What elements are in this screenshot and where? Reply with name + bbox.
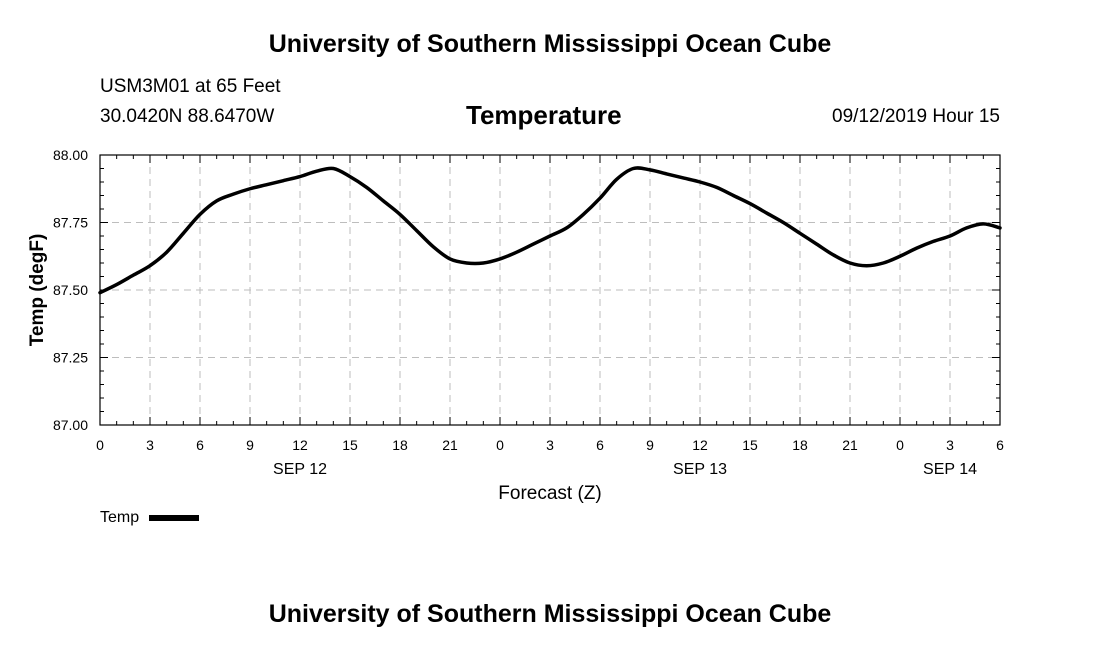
- plot-frame: [99, 154, 1001, 426]
- station-label: USM3M01 at 65 Feet: [100, 76, 281, 97]
- x-tick-label: 3: [546, 437, 554, 453]
- x-tick-label: 3: [146, 437, 154, 453]
- y-tick-label: 87.00: [53, 417, 88, 433]
- x-tick-label: 0: [896, 437, 904, 453]
- temp-series-line: [98, 166, 1002, 295]
- x-tick-label: 18: [392, 437, 408, 453]
- x-date-label: SEP 13: [673, 461, 727, 478]
- coordinates-label: 30.0420N 88.6470W: [100, 106, 275, 127]
- tick-labels: 0 3 6 9 12 15 18 21 0 3 6 9 12 15 18 21 0 3 6 SEP 12 SEP 13 S…: [53, 147, 1004, 478]
- x-tick-label: 9: [246, 437, 254, 453]
- x-tick-label: 15: [742, 437, 758, 453]
- y-tick-label: 87.75: [53, 215, 88, 231]
- x-tick-label: 3: [946, 437, 954, 453]
- x-tick-label: 12: [692, 437, 708, 453]
- legend-label: Temp: [100, 509, 140, 526]
- x-tick-label: 21: [842, 437, 858, 453]
- x-tick-label: 12: [292, 437, 308, 453]
- grid: [100, 155, 1000, 425]
- legend-line-swatch: [149, 515, 200, 521]
- x-tick-label: 0: [96, 437, 104, 453]
- x-tick-label: 21: [442, 437, 458, 453]
- y-axis-label: Temp (degF): [27, 233, 48, 347]
- y-tick-label: 87.50: [53, 282, 88, 298]
- x-date-label: SEP 12: [273, 461, 327, 478]
- bottom-title: University of Southern Mississippi Ocean…: [268, 600, 832, 628]
- x-tick-label: 15: [342, 437, 358, 453]
- x-tick-label: 6: [196, 437, 204, 453]
- x-tick-label: 6: [996, 437, 1004, 453]
- y-tick-label: 87.25: [53, 350, 88, 366]
- top-title: University of Southern Mississippi Ocean…: [268, 30, 832, 58]
- x-axis-label: Forecast (Z): [498, 483, 602, 504]
- run-time-label: 09/12/2019 Hour 15: [832, 106, 1000, 127]
- y-tick-label: 88.00: [53, 147, 88, 163]
- legend: Temp: [100, 509, 200, 527]
- x-tick-label: 18: [792, 437, 808, 453]
- x-date-label: SEP 14: [923, 461, 977, 478]
- chart-title: Temperature: [466, 100, 622, 130]
- x-tick-label: 9: [646, 437, 654, 453]
- x-tick-label: 6: [596, 437, 604, 453]
- x-tick-label: 0: [496, 437, 504, 453]
